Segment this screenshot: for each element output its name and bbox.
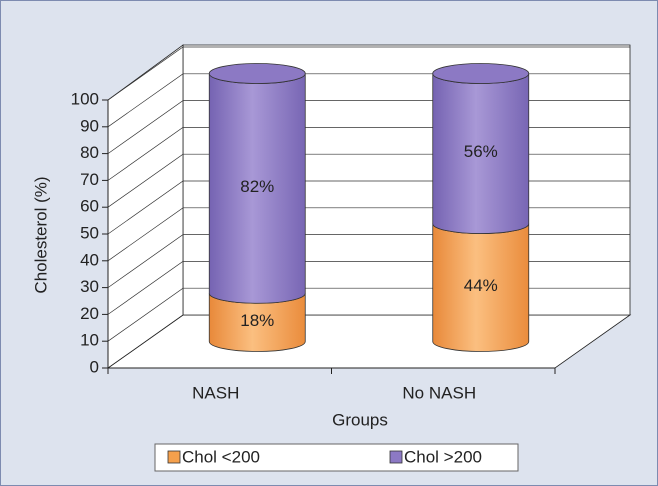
y-tick-label: 40 bbox=[80, 250, 99, 269]
y-tick-label: 20 bbox=[80, 304, 99, 323]
legend-label: Chol <200 bbox=[182, 447, 260, 466]
value-label: 44% bbox=[464, 276, 498, 295]
x-axis-label: Groups bbox=[332, 410, 388, 429]
legend-swatch bbox=[389, 450, 403, 464]
y-tick-label: 90 bbox=[80, 116, 99, 135]
y-tick-label: 0 bbox=[90, 357, 99, 376]
y-axis-label: Cholesterol (%) bbox=[31, 176, 50, 293]
y-tick-label: 80 bbox=[80, 143, 99, 162]
value-label: 56% bbox=[464, 142, 498, 161]
legend-label: Chol >200 bbox=[404, 447, 482, 466]
y-tick-label: 100 bbox=[71, 89, 99, 108]
value-label: 82% bbox=[240, 177, 274, 196]
legend bbox=[154, 443, 519, 472]
bar-cap bbox=[432, 63, 530, 84]
y-tick-label: 30 bbox=[80, 277, 99, 296]
side-wall bbox=[107, 44, 184, 369]
legend-swatch bbox=[167, 450, 181, 464]
bar-cap bbox=[208, 63, 306, 84]
y-tick-label: 70 bbox=[80, 170, 99, 189]
y-tick-label: 50 bbox=[80, 223, 99, 242]
x-tick-label: NASH bbox=[192, 383, 239, 402]
y-tick-label: 60 bbox=[80, 197, 99, 216]
value-label: 18% bbox=[240, 311, 274, 330]
y-tick-label: 10 bbox=[80, 331, 99, 350]
floor bbox=[106, 314, 632, 369]
x-tick-label: No NASH bbox=[402, 383, 476, 402]
grid-line bbox=[107, 46, 630, 101]
